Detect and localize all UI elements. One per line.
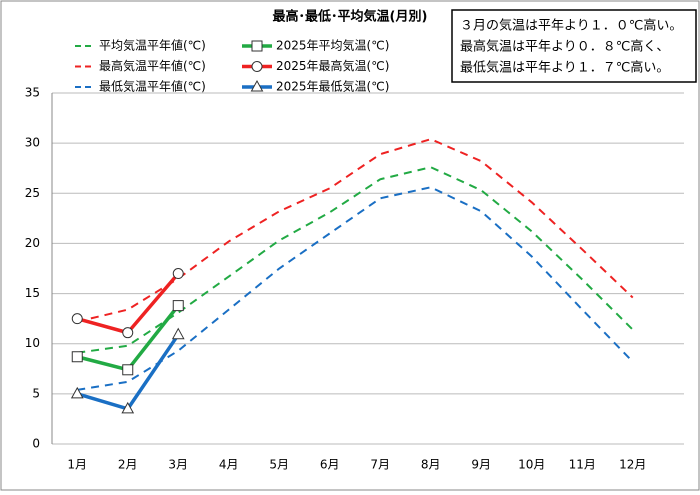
marker [251, 40, 263, 52]
annotation: 最高気温は平年より０．８℃高く、 [460, 39, 669, 55]
x-tick-label: 12月 [619, 458, 646, 472]
y-tick-label: 25 [25, 186, 40, 200]
y-tick-label: 20 [25, 236, 40, 250]
annotation-box [451, 9, 697, 83]
marker [70, 386, 84, 399]
legend-label: 平均気温平年値(℃) [99, 38, 206, 53]
y-tick-label: 5 [32, 386, 40, 400]
y-tick-label: 30 [25, 136, 40, 150]
x-tick-label: 10月 [518, 458, 545, 472]
x-tick-label: 8月 [421, 458, 441, 472]
annotation: 最低気温は平年より１．７℃高い。 [460, 60, 669, 76]
legend-label: 最低気温平年値(℃) [99, 79, 206, 94]
marker [121, 401, 135, 414]
x-tick-label: 3月 [168, 458, 188, 472]
y-tick-label: 10 [25, 336, 40, 350]
x-tick-label: 9月 [471, 458, 491, 472]
annotation: ３月の気温は平年より１．０℃高い。 [460, 18, 682, 34]
x-tick-label: 2月 [118, 458, 138, 472]
y-tick-label: 35 [25, 86, 40, 100]
x-tick-label: 11月 [569, 458, 596, 472]
x-tick-label: 5月 [269, 458, 289, 472]
legend-label: 最高気温平年値(℃) [99, 58, 206, 73]
legend-label: 2025年最低気温(℃) [276, 79, 389, 94]
marker [172, 300, 184, 312]
x-tick-label: 6月 [320, 458, 340, 472]
x-tick-label: 4月 [219, 458, 239, 472]
marker [122, 327, 134, 339]
legend-label: 2025年平均気温(℃) [276, 38, 389, 53]
marker [171, 327, 185, 340]
x-tick-label: 7月 [370, 458, 390, 472]
y-tick-label: 15 [25, 286, 40, 300]
marker [71, 313, 83, 325]
marker [251, 61, 263, 72]
x-tick-label: 1月 [67, 458, 87, 472]
legend-label: 2025年最高気温(℃) [276, 58, 389, 73]
marker [172, 268, 184, 280]
marker [71, 351, 83, 363]
series-line [77, 186, 634, 391]
marker [122, 364, 134, 376]
chart-title: 最高･最低･平均気温(月別) [273, 9, 428, 25]
y-tick-label: 0 [32, 437, 40, 451]
marker [250, 79, 264, 92]
